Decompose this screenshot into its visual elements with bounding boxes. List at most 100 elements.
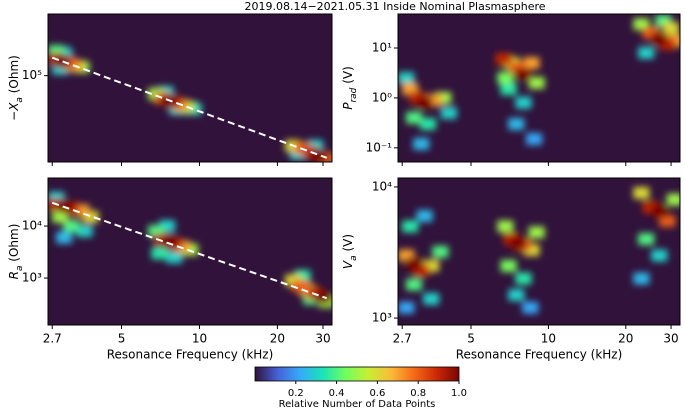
heatmap-cell bbox=[405, 278, 422, 291]
plot-background bbox=[48, 14, 332, 162]
x-axis-label: Resonance Frequency (kHz) bbox=[456, 348, 623, 362]
y-axis-label-part: V bbox=[341, 260, 355, 269]
heatmap bbox=[48, 45, 332, 162]
y-axis-label-part: (Ohm) bbox=[7, 55, 21, 97]
heatmap-cell bbox=[432, 245, 449, 258]
y-axis-label-part: a bbox=[15, 266, 25, 272]
y-tick-label: 10³ bbox=[22, 271, 42, 285]
axes-frame bbox=[397, 13, 681, 163]
y-tick-label: 10⁵ bbox=[22, 68, 42, 82]
heatmap-cell bbox=[666, 193, 680, 206]
heatmap-cell bbox=[160, 235, 177, 248]
colorbar-tick-label: 1.0 bbox=[451, 388, 467, 399]
x-tick-label: 30 bbox=[663, 332, 678, 346]
axes-frame bbox=[47, 13, 333, 163]
x-tick-label: 5 bbox=[467, 332, 475, 346]
heatmap-cell bbox=[495, 53, 512, 66]
x-tick-label: 20 bbox=[270, 332, 285, 346]
heatmap-cell bbox=[398, 301, 415, 314]
heatmap-cell bbox=[54, 55, 71, 68]
heatmap-cell bbox=[633, 186, 650, 199]
colorbar-label: Relative Number of Data Points bbox=[279, 399, 436, 410]
heatmap-cell bbox=[515, 68, 532, 81]
x-tick-label: 10 bbox=[541, 332, 556, 346]
heatmap-cell bbox=[515, 96, 532, 109]
heatmap-cell bbox=[526, 133, 543, 146]
y-tick-label: 10⁴ bbox=[22, 219, 42, 233]
y-axis-label-part: P bbox=[341, 102, 355, 110]
y-tick-label: 10¹ bbox=[372, 41, 392, 55]
heatmap-cells bbox=[398, 14, 680, 150]
heatmap-cell bbox=[416, 210, 433, 223]
y-axis-label-part: a bbox=[15, 97, 25, 103]
heatmap-cell bbox=[151, 247, 168, 260]
heatmap-cell bbox=[522, 301, 539, 314]
colorbar-tick-label: 0.2 bbox=[288, 388, 304, 399]
colorbar-tick-label: 0.8 bbox=[410, 388, 426, 399]
heatmap-cell bbox=[402, 220, 419, 233]
x-tick-label: 20 bbox=[618, 332, 633, 346]
y-tick-label: 10⁴ bbox=[372, 179, 392, 193]
heatmap-cell bbox=[405, 257, 422, 270]
heatmap-cell bbox=[497, 220, 514, 233]
y-axis-label-part: (V) bbox=[341, 234, 355, 255]
colorbar bbox=[254, 366, 460, 382]
heatmap-cell bbox=[423, 292, 440, 305]
x-tick-label: 2.7 bbox=[43, 332, 62, 346]
y-tick-label: 10⁻¹ bbox=[366, 140, 393, 154]
heatmap bbox=[398, 14, 680, 150]
heatmap-cell bbox=[633, 272, 650, 285]
heatmap-cell bbox=[76, 225, 93, 238]
heatmap-cell bbox=[311, 149, 328, 162]
y-axis-label-part: (V) bbox=[341, 66, 355, 87]
heatmap-cell bbox=[651, 205, 668, 218]
heatmap-cell bbox=[292, 280, 309, 293]
colorbar-tick-label: 0.6 bbox=[369, 388, 385, 399]
y-tick-label: 10³ bbox=[372, 311, 392, 325]
x-tick-label: 2.7 bbox=[393, 332, 412, 346]
heatmap bbox=[48, 191, 332, 308]
heatmap-cell bbox=[528, 226, 545, 239]
y-axis-label-part: a bbox=[349, 255, 359, 261]
heatmap-cell bbox=[416, 96, 433, 109]
heatmap-cell bbox=[508, 118, 525, 131]
x-tick-label: 10 bbox=[192, 332, 207, 346]
heatmap-cell bbox=[405, 111, 422, 124]
heatmap-cell bbox=[659, 214, 676, 227]
heatmap-cell bbox=[523, 57, 540, 70]
y-axis-label-part: −X bbox=[7, 102, 21, 121]
heatmap-cell bbox=[63, 220, 80, 233]
heatmap-cell bbox=[497, 72, 514, 85]
heatmap-cell bbox=[413, 137, 430, 150]
heatmap-cell bbox=[528, 76, 545, 89]
y-axis-label: Ra (Ohm) bbox=[7, 224, 25, 280]
figure-title: 2019.08.14−2021.05.31 Inside Nominal Pla… bbox=[244, 0, 545, 13]
axes-frame bbox=[47, 177, 333, 326]
fit-line bbox=[51, 56, 328, 159]
x-tick-label: 30 bbox=[315, 332, 330, 346]
heatmap-cell bbox=[651, 33, 668, 46]
heatmap-cell bbox=[56, 231, 73, 244]
heatmap-cell bbox=[398, 72, 415, 85]
heatmap-cell bbox=[509, 237, 526, 250]
colorbar-tick-label: 0.4 bbox=[329, 388, 345, 399]
y-axis-label-part: rad bbox=[349, 87, 359, 102]
y-axis-label-part: (Ohm) bbox=[7, 224, 21, 266]
heatmap-cells bbox=[398, 186, 680, 314]
y-tick-label: 10⁰ bbox=[372, 90, 392, 104]
heatmap-cell bbox=[500, 259, 517, 272]
heatmap-cell bbox=[166, 251, 183, 264]
heatmap-cell bbox=[508, 288, 525, 301]
heatmap-cell bbox=[638, 46, 655, 59]
fit-line bbox=[51, 201, 328, 300]
heatmap-cell bbox=[651, 249, 668, 262]
y-axis-label: Prad (V) bbox=[341, 66, 359, 110]
heatmap-cell bbox=[515, 272, 532, 285]
y-axis-label: Va (V) bbox=[341, 234, 359, 269]
heatmap-cell bbox=[500, 83, 517, 96]
x-tick-label: 5 bbox=[118, 332, 126, 346]
heatmap-cell bbox=[419, 118, 436, 131]
heatmap-cell bbox=[663, 22, 680, 35]
heatmap bbox=[398, 186, 680, 314]
